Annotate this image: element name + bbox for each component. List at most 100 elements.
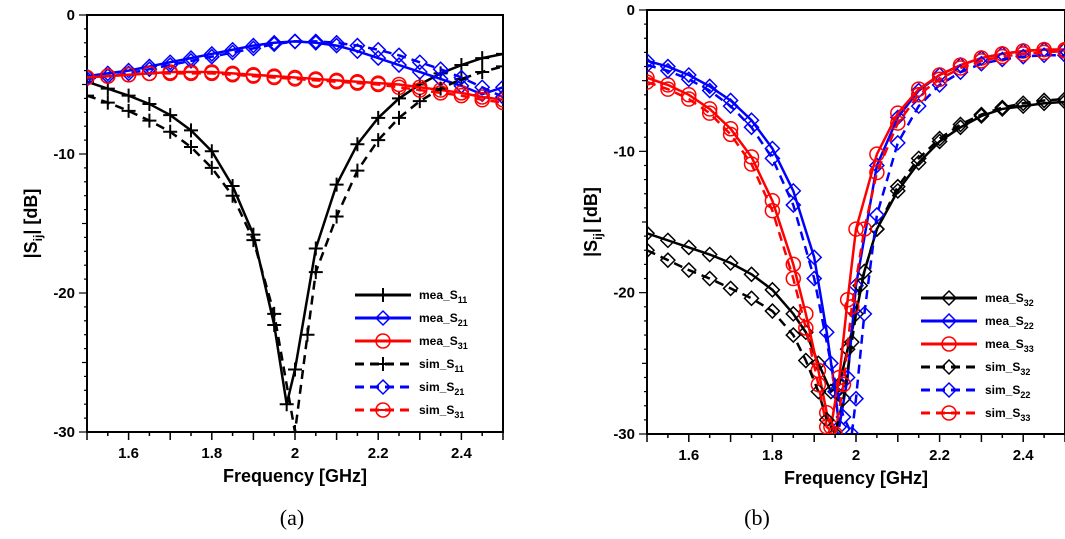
data-point: [680, 71, 697, 88]
data-point: [743, 266, 760, 283]
data-point: [286, 33, 304, 50]
data-point: [680, 261, 697, 279]
data-point: [411, 63, 428, 81]
data-point: [910, 82, 927, 99]
data-point: [1056, 90, 1065, 108]
data-point: [279, 397, 294, 412]
data-point: [204, 144, 219, 159]
legend-label: mea_S21: [419, 311, 468, 328]
data-point: [391, 79, 407, 96]
data-point: [910, 150, 927, 167]
data-point: [288, 362, 302, 377]
data-point: [994, 99, 1011, 116]
data-point: [681, 91, 697, 107]
data-point: [411, 54, 428, 71]
data-point: [328, 34, 345, 51]
y-tick-label: -30: [613, 426, 635, 443]
data-point: [827, 425, 844, 434]
data-point: [87, 69, 95, 86]
data-point: [952, 60, 969, 76]
data-point: [701, 82, 718, 99]
data-point: [847, 390, 865, 407]
data-point: [722, 98, 739, 115]
x-tick-label: 2.2: [929, 447, 950, 464]
data-point: [722, 126, 739, 143]
y-tick-label: -20: [613, 285, 635, 302]
chart-b: 1.6 1.8 2 2.2 2.4 0 -10 -20 -30 Frequency [GHz] |S…: [581, 2, 1065, 488]
data-point: [764, 302, 781, 320]
data-point: [785, 270, 802, 287]
series-mea_S32-0: [647, 93, 1065, 400]
data-point: [474, 92, 490, 108]
caption-a: (a): [279, 505, 305, 530]
data-point: [1057, 43, 1065, 59]
data-point: [308, 72, 324, 89]
legend-label: sim_S22: [985, 383, 1030, 400]
data-point: [184, 140, 198, 155]
data-point: [743, 119, 760, 136]
data-point: [889, 178, 906, 195]
data-point: [308, 265, 323, 280]
series-line: [87, 52, 503, 405]
data-point: [121, 103, 136, 118]
data-point: [952, 64, 969, 81]
data-point: [722, 280, 739, 297]
data-point: [495, 94, 503, 111]
data-point: [245, 40, 262, 57]
legend-marker: [940, 358, 958, 376]
data-point: [647, 57, 656, 74]
data-point: [162, 56, 179, 74]
data-point: [496, 46, 503, 61]
data-point: [390, 47, 408, 64]
data-point: [287, 71, 303, 87]
data-point: [329, 177, 344, 192]
data-point: [931, 71, 948, 88]
data-point: [100, 95, 115, 110]
data-point: [245, 68, 262, 84]
data-point: [224, 67, 241, 83]
series-line: [647, 48, 1065, 428]
data-point: [843, 425, 860, 434]
data-point: [660, 81, 676, 97]
data-point: [204, 160, 219, 175]
data-point: [245, 37, 262, 54]
data-point: [827, 426, 843, 434]
data-point: [931, 67, 948, 83]
data-point: [1015, 46, 1031, 62]
data-point: [329, 209, 344, 224]
series-line: [647, 49, 1065, 434]
data-point: [142, 96, 157, 111]
legend-label: mea_S33: [985, 337, 1034, 354]
legend-marker: [376, 357, 390, 371]
data-point: [371, 133, 386, 148]
data-point: [266, 69, 282, 86]
data-point: [973, 53, 990, 69]
data-point: [328, 73, 345, 90]
data-point: [1015, 95, 1032, 112]
x-tick-label: 2: [852, 447, 860, 464]
series-sim_S11-3: [87, 59, 503, 432]
caption-b: (b): [744, 505, 770, 530]
data-point: [266, 34, 283, 51]
y-tick-label: -20: [53, 285, 75, 302]
data-point: [856, 305, 873, 322]
data-point: [931, 130, 948, 147]
data-point: [868, 221, 885, 238]
data-point: [370, 76, 386, 93]
data-point: [224, 41, 241, 58]
data-point: [120, 62, 137, 79]
x-axis-title: Frequency [GHz]: [784, 468, 928, 488]
data-point: [121, 88, 136, 103]
data-point: [764, 150, 781, 167]
y-tick-label: -30: [53, 424, 75, 441]
data-point: [839, 369, 856, 386]
data-point: [680, 239, 697, 256]
data-point: [848, 221, 864, 237]
x-tick-label: 1.6: [118, 445, 139, 462]
data-point: [680, 66, 697, 84]
data-point: [647, 225, 656, 242]
data-point: [659, 58, 676, 75]
data-point: [224, 44, 241, 61]
legend-marker: [940, 312, 958, 330]
data-point: [266, 36, 283, 53]
